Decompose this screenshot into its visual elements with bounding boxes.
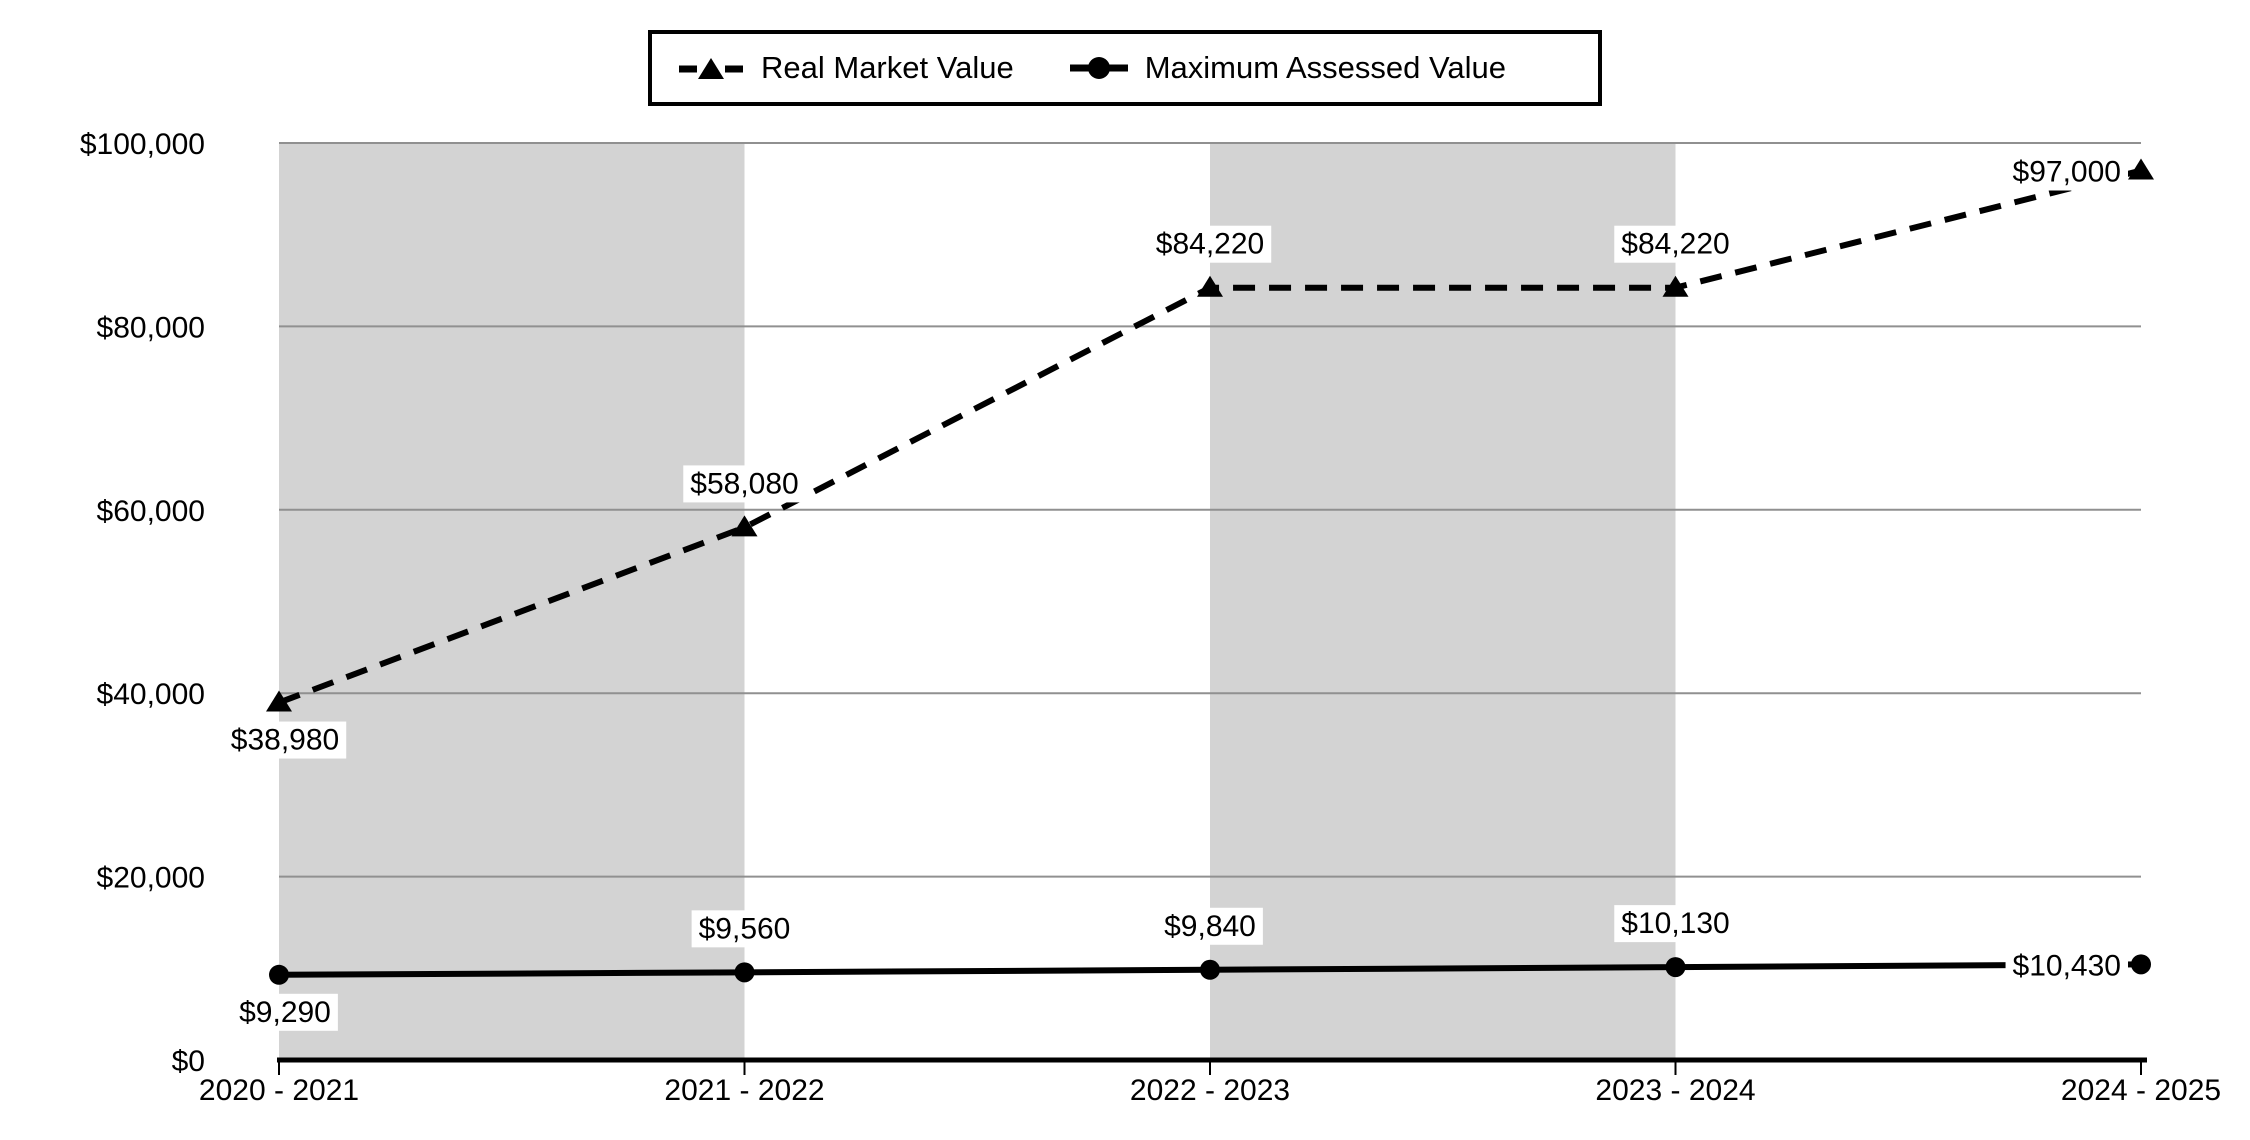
data-label: $9,560: [699, 912, 791, 945]
circle-marker: [2131, 954, 2151, 975]
triangle-marker: [731, 515, 758, 537]
data-label: $58,080: [690, 467, 798, 500]
x-tick-label: 2023 - 2024: [1595, 1074, 1755, 1107]
x-tick-label: 2020 - 2021: [199, 1074, 359, 1107]
data-label: $38,980: [231, 724, 339, 757]
legend: Real Market Value Maximum Assessed Value: [648, 30, 1602, 106]
legend-item-maximum-assessed-value: Maximum Assessed Value: [1069, 50, 1506, 86]
data-label: $84,220: [1621, 228, 1729, 261]
y-tick-label: $60,000: [97, 495, 205, 528]
data-label: $9,840: [1164, 910, 1256, 943]
circle-marker: [1200, 959, 1220, 980]
data-label-bg: [2005, 153, 2128, 191]
triangle-marker: [266, 690, 292, 712]
y-tick-label: $80,000: [97, 311, 205, 344]
data-label-bg: [1157, 907, 1263, 945]
legend-label: Real Market Value: [761, 50, 1014, 85]
x-tick-label: 2022 - 2023: [1130, 1074, 1290, 1107]
y-tick-label: $20,000: [97, 862, 205, 895]
data-label-bg: [1614, 905, 1737, 943]
data-label: $10,430: [2013, 949, 2121, 982]
data-label: $84,220: [1156, 228, 1264, 261]
circle-marker: [1665, 957, 1686, 978]
solid-line-circle-marker-icon: [1069, 57, 1128, 79]
triangle-marker: [2128, 158, 2154, 180]
data-label-bg: [691, 910, 798, 948]
data-label: $10,130: [1621, 907, 1729, 940]
circle-marker: [734, 962, 755, 983]
x-tick-label: 2021 - 2022: [664, 1074, 824, 1107]
data-label-bg: [683, 465, 806, 503]
legend-item-real-market-value: Real Market Value: [678, 50, 1014, 86]
data-label: $9,290: [239, 996, 331, 1029]
y-tick-label: $40,000: [97, 678, 205, 711]
dashed-line-triangle-marker-icon: [679, 58, 743, 79]
x-tick-label: 2024 - 2025: [2061, 1074, 2221, 1107]
data-label: $97,000: [2013, 156, 2121, 189]
data-label-bg: [1148, 225, 1272, 263]
data-label-bg: [232, 993, 338, 1031]
data-label-bg: [223, 721, 347, 759]
circle-marker: [269, 964, 289, 985]
y-tick-label: $100,000: [80, 128, 205, 161]
shaded-band: [1210, 143, 1676, 1060]
triangle-marker: [1662, 275, 1689, 297]
legend-label: Maximum Assessed Value: [1144, 50, 1506, 85]
triangle-marker: [1197, 275, 1223, 297]
data-label-bg: [1614, 225, 1737, 263]
data-label-bg: [2005, 947, 2128, 985]
shaded-band: [279, 143, 745, 1060]
y-tick-label: $0: [172, 1045, 205, 1078]
